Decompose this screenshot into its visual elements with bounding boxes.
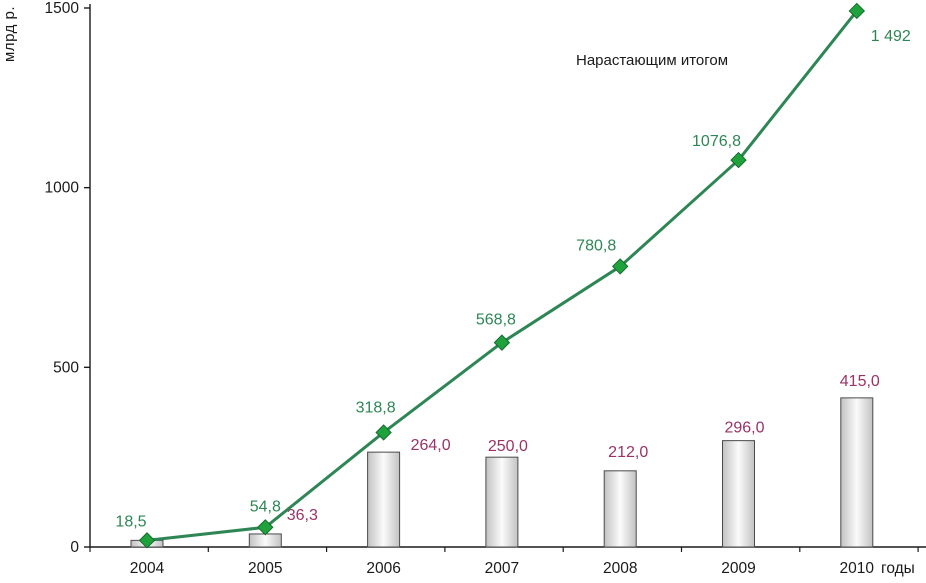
x-category-label: 2010 — [840, 560, 875, 577]
bar-2008 — [603, 470, 637, 548]
x-category-label: 2009 — [721, 560, 755, 577]
bar-2005 — [248, 533, 282, 548]
y-axis-title: млрд р. — [1, 6, 18, 62]
x-category-label: 2008 — [603, 560, 637, 577]
bar-2007 — [485, 456, 519, 548]
y-tick-label: 1000 — [45, 180, 80, 197]
line-value-label: 18,5 — [115, 513, 146, 530]
bar-2010 — [840, 397, 874, 548]
x-category-label: 2005 — [248, 560, 282, 577]
line-marker — [611, 258, 629, 275]
line-value-label: 568,8 — [476, 312, 516, 329]
line-value-label: 1076,8 — [692, 133, 741, 150]
line-value-label: 780,8 — [576, 237, 616, 254]
line-marker — [375, 424, 392, 441]
y-tick-label: 0 — [70, 539, 79, 556]
bar-value-label: 212,0 — [608, 444, 648, 461]
y-tick-label: 500 — [53, 359, 79, 376]
bar-value-label: 36,3 — [287, 507, 318, 524]
y-tick-label: 1500 — [45, 0, 80, 17]
line-value-label: 54,8 — [250, 498, 281, 515]
bar-value-label: 250,0 — [488, 438, 528, 455]
line-marker — [848, 2, 866, 20]
x-category-label: 2007 — [485, 560, 519, 577]
line-marker — [257, 519, 274, 536]
series-annotation: Нарастающим итогом — [576, 52, 729, 69]
bar-2006 — [367, 451, 401, 548]
line-value-label: 318,8 — [356, 399, 396, 416]
line-marker — [730, 151, 747, 169]
x-category-label: 2006 — [366, 560, 400, 577]
line-marker — [138, 532, 156, 549]
line-marker — [493, 334, 511, 351]
bar-value-label: 264,0 — [411, 437, 451, 454]
x-category-label: 2004 — [130, 560, 165, 577]
line-value-label: 1 492 — [871, 28, 911, 45]
bar-2009 — [722, 440, 755, 548]
bar-value-label: 296,0 — [724, 420, 764, 437]
bar-value-label: 415,0 — [840, 373, 880, 390]
x-axis-title: годы — [881, 560, 915, 577]
